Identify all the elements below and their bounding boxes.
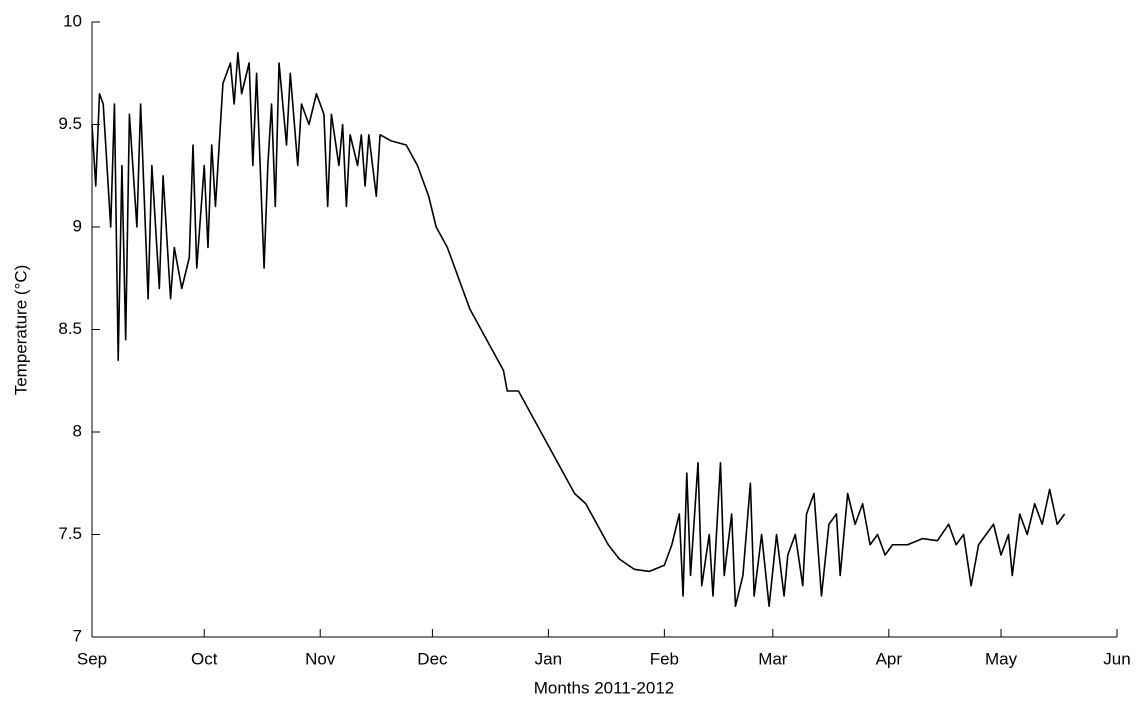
data-line (91, 51, 1066, 608)
x-tick-label: Nov (305, 649, 336, 668)
x-tick-label: Apr (876, 649, 903, 668)
y-axis-label: Temperature (°C) (11, 265, 30, 396)
x-tick-label: Jan (535, 649, 562, 668)
y-tick-label: 9.5 (58, 114, 82, 133)
y-tick-label: 8.5 (58, 319, 82, 338)
x-tick-label: Oct (191, 649, 218, 668)
y-tick-label: 10 (63, 11, 82, 30)
y-tick-label: 8 (73, 421, 82, 440)
y-tick-label: 9 (73, 216, 82, 235)
x-tick-label: Sep (77, 649, 107, 668)
y-tick-label: 7 (73, 626, 82, 645)
x-tick-label: Feb (650, 649, 679, 668)
x-tick-label: Jun (1103, 649, 1130, 668)
x-tick-label: Dec (417, 649, 448, 668)
y-tick-label: 7.5 (58, 524, 82, 543)
x-tick-label: Mar (758, 649, 788, 668)
x-axis-label: Months 2011-2012 (534, 678, 675, 697)
x-tick-label: May (985, 649, 1018, 668)
